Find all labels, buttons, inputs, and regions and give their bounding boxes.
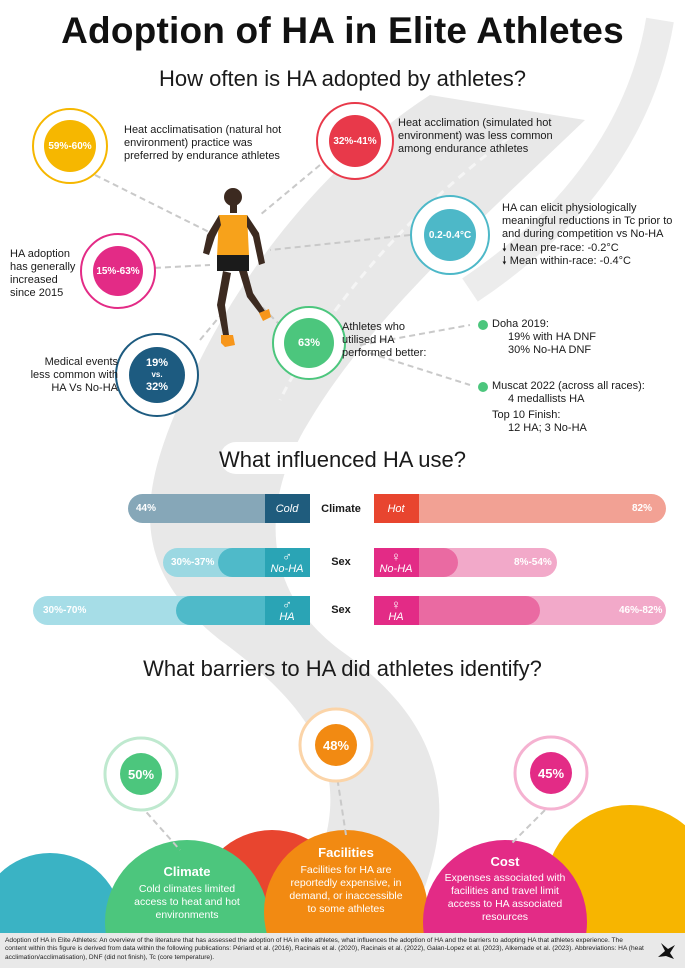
barrier-value-facilities: 48% — [315, 724, 357, 766]
mean-pre-race-text: Mean pre-race: -0.2°C — [509, 242, 619, 254]
stat-value-acclimatisation: 59%-60% — [44, 120, 96, 172]
doha-bullet-icon — [478, 320, 488, 330]
value-climate-cold: 44% — [136, 503, 157, 514]
male-symbol-icon: ♂ — [282, 596, 292, 612]
category-sex-ha: Sex — [331, 604, 351, 616]
stat-text-acclimatisation: Heat acclimatisation (natural hot enviro… — [124, 124, 282, 162]
stat-text-acclimation: Heat acclimation (simulated hot environm… — [398, 117, 553, 155]
doha-line1: 19% with HA DNF — [508, 331, 597, 343]
bird-logo-icon — [658, 943, 675, 959]
stat-text-medical: Medical events less common with HA Vs No… — [30, 356, 118, 394]
tag-male-ha: ♂ HA — [265, 596, 309, 625]
barrier-title-facilities: Facilities — [318, 845, 374, 860]
stat-value-performance: 63% — [284, 318, 334, 368]
tag-bg-cold — [265, 494, 310, 523]
value-female-no-ha: 8%-54% — [514, 557, 552, 568]
muscat-title: Muscat 2022 (across all races): — [492, 380, 645, 392]
category-climate: Climate — [321, 503, 361, 515]
down-arrow-icon: 🠗 — [502, 255, 507, 267]
value-climate-hot: 82% — [632, 503, 653, 514]
tag-female-no-ha-label: No-HA — [379, 562, 413, 575]
barrier-text-facilities: Facilities for HA are reportedly expensi… — [289, 864, 403, 915]
tag-male-no-ha-label: No-HA — [270, 562, 304, 575]
value-female-ha: 46%-82% — [619, 605, 663, 616]
section-heading-adoption: How often is HA adopted by athletes? — [159, 66, 526, 91]
tag-female-ha: ♀ HA — [374, 596, 418, 625]
stat-value-medical: 19% vs. 32% — [129, 347, 185, 403]
barrier-value-cost: 45% — [530, 752, 572, 794]
category-sex-no-ha: Sex — [331, 556, 351, 568]
barrier-value-climate: 50% — [120, 753, 162, 795]
medical-ha-value: 19% — [145, 357, 169, 369]
down-arrow-icon: 🠗 — [502, 242, 507, 254]
medical-no-ha-value: 32% — [145, 381, 169, 393]
barrier-text-cost: Expenses associated with facilities and … — [444, 872, 566, 923]
stat-value-core-temp: 0.2-0.4°C — [424, 209, 476, 261]
value-male-no-ha: 30%-37% — [171, 557, 215, 568]
section-heading-influence: What influenced HA use? — [218, 447, 467, 472]
tag-male-ha-label: HA — [279, 610, 295, 623]
barrier-title-cost: Cost — [490, 854, 520, 869]
stat-value-adoption-trend: 15%-63% — [93, 246, 143, 296]
barrier-text-climate: Cold climates limited access to heat and… — [134, 883, 240, 921]
heading-backdrop — [220, 442, 470, 474]
tag-female-ha-label: HA — [388, 610, 404, 623]
section-heading-barriers: What barriers to HA did athletes identif… — [143, 656, 542, 681]
tag-bg-female-no-ha — [374, 548, 419, 577]
tag-bg-hot — [374, 494, 419, 523]
stat-value-acclimation: 32%-41% — [329, 115, 381, 167]
tag-female-no-ha: ♀ No-HA — [374, 548, 418, 577]
male-symbol-icon: ♂ — [282, 548, 292, 564]
barrier-title-climate: Climate — [163, 864, 211, 879]
mean-within-race-text: Mean within-race: -0.4°C — [509, 255, 631, 267]
footer-caption: Adoption of HA in Elite Athletes: An ove… — [5, 937, 644, 961]
muscat-line2: Top 10 Finish: — [492, 409, 561, 421]
muscat-bullet-icon — [478, 382, 488, 392]
female-symbol-icon: ♀ — [391, 596, 401, 612]
tag-bg-female-ha — [374, 596, 419, 625]
tag-hot: Hot — [387, 502, 405, 515]
doha-title: Doha 2019: — [492, 318, 549, 330]
tag-bg-male-no-ha — [265, 548, 310, 577]
stat-text-performance: Athletes who utilised HA performed bette… — [342, 321, 427, 359]
muscat-line1: 4 medallists HA — [508, 393, 585, 405]
mean-pre-race: 🠗 Mean pre-race: -0.2°C — [502, 242, 682, 255]
stat-text-adoption-trend: HA adoption has generally increased sinc… — [10, 248, 76, 299]
medical-vs-label: vs. — [151, 370, 163, 379]
value-male-ha: 30%-70% — [43, 605, 87, 616]
tag-cold: Cold — [275, 502, 299, 515]
runner-illustration — [203, 188, 271, 347]
page-title: Adoption of HA in Elite Athletes — [61, 10, 624, 51]
female-symbol-icon: ♀ — [391, 548, 401, 564]
tag-male-no-ha: ♂ No-HA — [265, 548, 309, 577]
stat-text-core-temp: HA can elicit physiologically meaningful… — [502, 202, 673, 240]
mean-within-race: 🠗 Mean within-race: -0.4°C — [502, 255, 682, 268]
footer: Adoption of HA in Elite Athletes: An ove… — [0, 933, 685, 968]
muscat-line3: 12 HA; 3 No-HA — [508, 422, 587, 434]
tag-bg-male-ha — [265, 596, 310, 625]
doha-line2: 30% No-HA DNF — [508, 344, 592, 356]
bar-climate-hot — [374, 494, 666, 523]
barrier-bubbles — [0, 707, 685, 933]
